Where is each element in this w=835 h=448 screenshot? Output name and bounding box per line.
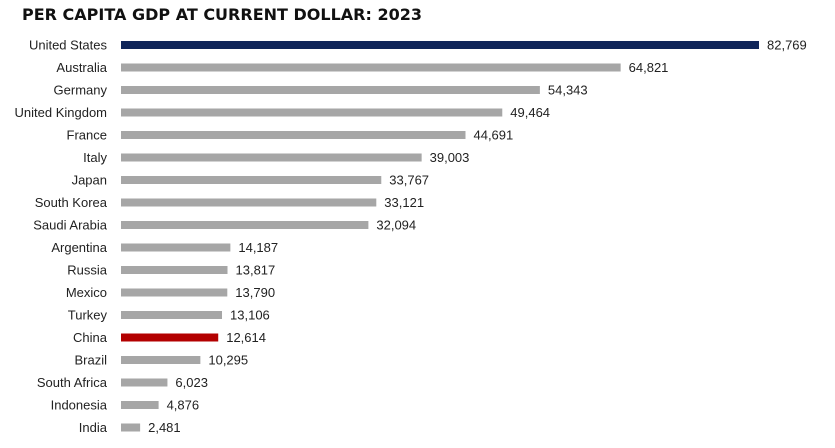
- category-label-russia: Russia: [67, 263, 108, 278]
- value-label-japan: 33,767: [389, 173, 429, 188]
- bar-turkey: [121, 311, 223, 319]
- category-label-saudi-arabia: Saudi Arabia: [33, 218, 107, 233]
- bar-indonesia: [121, 401, 159, 409]
- category-label-south-korea: South Korea: [35, 195, 108, 210]
- bar-india: [121, 423, 141, 432]
- bar-italy: [121, 153, 422, 162]
- category-label-turkey: Turkey: [68, 308, 108, 323]
- value-label-india: 2,481: [148, 420, 181, 435]
- value-label-saudi-arabia: 32,094: [376, 218, 416, 233]
- category-label-mexico: Mexico: [66, 285, 107, 300]
- bar-mexico: [121, 288, 228, 297]
- value-label-germany: 54,343: [548, 83, 588, 98]
- value-label-italy: 39,003: [430, 150, 470, 165]
- bar-argentina: [121, 243, 231, 252]
- chart-title: PER CAPITA GDP AT CURRENT DOLLAR: 2023: [22, 5, 422, 24]
- value-labels-group: 82,769 64,821 54,343 49,464 44,69139,00333,7…: [148, 38, 807, 436]
- bar-germany: [121, 86, 540, 94]
- category-label-japan: Japan: [72, 173, 107, 188]
- bar-australia: [121, 63, 621, 72]
- category-label-germany: Germany: [54, 83, 108, 98]
- category-label-india: India: [79, 420, 108, 435]
- value-label-south-africa: 6,023: [175, 375, 208, 390]
- value-label-france: 44,691: [473, 128, 513, 143]
- category-label-south-africa: South Africa: [37, 375, 108, 390]
- category-label-italy: Italy: [83, 150, 107, 165]
- value-label-united-states: 82,769: [767, 38, 807, 53]
- category-labels-group: United States Australia Germany United King…: [15, 38, 108, 436]
- value-label-south-korea: 33,121: [384, 195, 424, 210]
- value-label-indonesia: 4,876: [167, 398, 200, 413]
- category-label-australia: Australia: [56, 60, 107, 75]
- bar-china: [121, 333, 219, 342]
- bar-russia: [121, 266, 228, 274]
- bar-saudi-arabia: [121, 221, 369, 229]
- value-label-argentina: 14,187: [238, 240, 278, 255]
- value-label-australia: 64,821: [629, 60, 669, 75]
- bar-south-korea: [121, 198, 377, 207]
- value-label-brazil: 10,295: [208, 353, 248, 368]
- value-label-mexico: 13,790: [235, 285, 275, 300]
- category-label-argentina: Argentina: [51, 240, 107, 255]
- category-label-indonesia: Indonesia: [51, 398, 108, 413]
- value-label-russia: 13,817: [236, 263, 276, 278]
- bar-united-kingdom: [121, 108, 503, 117]
- bar-south-africa: [121, 378, 168, 387]
- bars-group: [121, 41, 759, 432]
- bar-united-states: [121, 41, 759, 49]
- bar-france: [121, 131, 466, 139]
- category-label-china: China: [73, 330, 108, 345]
- value-label-united-kingdom: 49,464: [510, 105, 550, 120]
- bar-japan: [121, 176, 382, 184]
- category-label-france: France: [67, 128, 107, 143]
- value-label-china: 12,614: [226, 330, 266, 345]
- category-label-united-states: United States: [29, 38, 108, 53]
- category-label-brazil: Brazil: [74, 353, 107, 368]
- bar-brazil: [121, 356, 201, 364]
- value-label-turkey: 13,106: [230, 308, 270, 323]
- category-label-united-kingdom: United Kingdom: [15, 105, 108, 120]
